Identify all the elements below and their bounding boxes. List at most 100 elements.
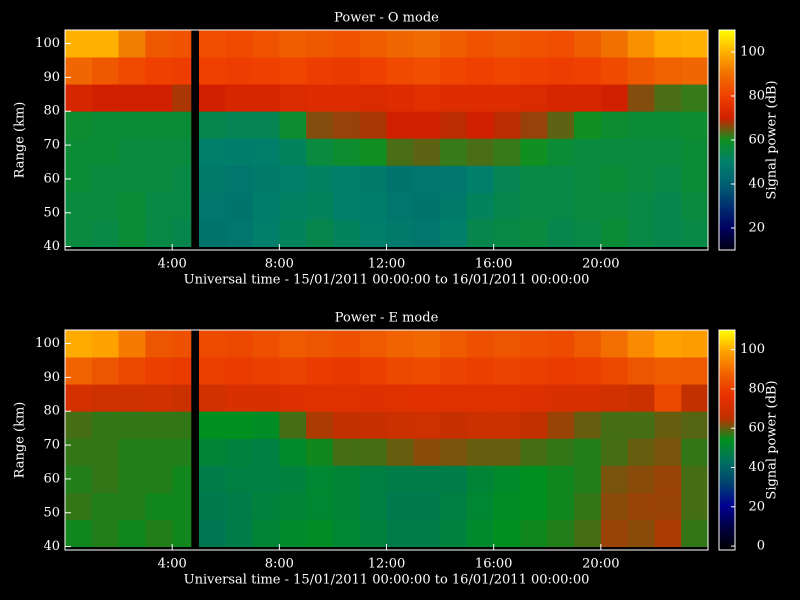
heatmap-cell [466,384,495,412]
x-tick-label: 4:00 [158,557,187,572]
heatmap-cell [332,411,361,439]
heatmap-cell [118,138,146,166]
heatmap-cell [413,84,441,112]
heatmap-cell [306,30,334,58]
heatmap-cell [681,438,708,466]
heatmap-cell [520,357,548,385]
heatmap-cell [386,519,414,548]
heatmap-cell [172,30,192,58]
heatmap-cell [172,411,192,439]
heatmap-cell [627,165,655,193]
heatmap-cell [413,219,441,248]
heatmap-cell [118,219,146,248]
heatmap-cell [547,57,575,85]
colorbar-tick-label: 80 [748,381,765,396]
heatmap-cell [600,411,629,439]
heatmap-cell [627,519,655,548]
heatmap-cell [466,30,495,58]
y-tick-label: 60 [43,171,60,186]
heatmap-cell [493,384,521,412]
heatmap-cell [359,357,387,385]
chart-title: Power - O mode [334,11,439,26]
colorbar-tick-label: 60 [748,133,765,148]
heatmap-cell [91,519,119,548]
heatmap-cell [493,165,521,193]
heatmap-cell [386,492,414,520]
heatmap-cell [493,84,521,112]
heatmap-cell [413,57,441,85]
heatmap-cell [600,438,629,466]
heatmap-cell [413,111,441,139]
heatmap-cell [279,219,307,248]
heatmap-cell [279,138,307,166]
heatmap-cell [547,357,575,385]
heatmap-cell [440,57,468,85]
heatmap-cell [145,165,173,193]
heatmap-cell [627,84,655,112]
heatmap-cell [547,84,575,112]
heatmap-cell [91,438,119,466]
heatmap-cell [654,111,682,139]
heatmap-cell [118,357,146,385]
heatmap-cell [574,519,602,548]
heatmap-cell [91,111,119,139]
heatmap-cell [198,30,227,58]
heatmap-cell [332,219,361,248]
heatmap-cell [118,438,146,466]
heatmap-cell [252,192,280,220]
x-tick-label: 4:00 [158,257,187,272]
heatmap-cell [332,57,361,85]
x-axis-label: Universal time - 15/01/2011 00:00:00 to … [184,273,590,288]
heatmap-cell [574,492,602,520]
heatmap-cell [198,438,227,466]
heatmap-cell [493,192,521,220]
heatmap-cell [91,138,119,166]
heatmap-cell [574,219,602,248]
heatmap-cell [198,111,227,139]
heatmap-cell [520,519,548,548]
heatmap-cell [520,165,548,193]
heatmap-cell [520,465,548,493]
heatmap-cell [547,384,575,412]
x-tick-label: 12:00 [368,257,405,272]
colorbar-tick-label: 20 [748,499,765,514]
heatmap-cell [600,30,629,58]
heatmap-cell [574,111,602,139]
heatmap-cell [627,57,655,85]
heatmap-cell [279,57,307,85]
heatmap-cell [359,519,387,548]
heatmap-cell [493,330,521,358]
heatmap-cell [359,492,387,520]
y-tick-label: 80 [43,404,60,419]
colorbar-tick-label: 60 [748,421,765,436]
heatmap-cell [172,465,192,493]
heatmap-cell [306,330,334,358]
heatmap-cell [198,411,227,439]
colorbar-tick-label: 0 [757,539,765,554]
heatmap-cell [252,384,280,412]
heatmap-cell [440,165,468,193]
heatmap-cell [306,492,334,520]
heatmap-cell [600,492,629,520]
heatmap-cell [359,84,387,112]
heatmap-cell [279,111,307,139]
heatmap-cell [440,438,468,466]
heatmap-cell [493,411,521,439]
heatmap-cell [65,411,93,439]
x-tick-label: 8:00 [265,257,294,272]
colorbar-tick-label: 40 [748,460,765,475]
heatmap-cell [332,192,361,220]
heatmap-cell [332,519,361,548]
heatmap-cell [198,465,227,493]
heatmap-cell [600,192,629,220]
heatmap-cell [600,165,629,193]
heatmap-cell [225,492,253,520]
heatmap-cell [252,465,280,493]
heatmap-cell [627,219,655,248]
heatmap-cell [440,411,468,439]
x-tick-label: 20:00 [582,257,619,272]
heatmap-cell [172,165,192,193]
colorbar-tick-label: 40 [748,177,765,192]
heatmap-cell [654,465,682,493]
heatmap-cell [627,30,655,58]
